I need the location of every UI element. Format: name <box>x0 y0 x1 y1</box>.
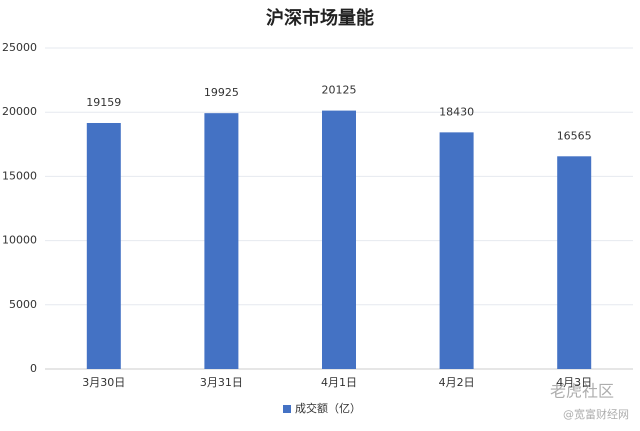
y-tick-label: 15000 <box>2 169 37 182</box>
watermark: @宽富财经网 <box>563 407 629 421</box>
x-tick-label: 3月30日 <box>82 376 125 389</box>
x-tick-label: 3月31日 <box>200 376 243 389</box>
y-tick-label: 25000 <box>2 41 37 54</box>
legend-swatch <box>283 405 291 413</box>
y-tick-label: 10000 <box>2 234 37 247</box>
watermark: 老虎社区 <box>550 382 614 401</box>
data-label: 20125 <box>322 84 357 97</box>
data-label: 19925 <box>204 86 239 99</box>
data-label: 19159 <box>86 96 121 109</box>
bar <box>204 113 239 370</box>
x-tick-label: 4月2日 <box>439 376 475 389</box>
y-tick-label: 0 <box>30 362 37 375</box>
x-tick-label: 4月1日 <box>321 376 357 389</box>
x-tick-label: 4月3日 <box>556 376 592 389</box>
y-tick-label: 5000 <box>9 298 37 311</box>
data-label: 16565 <box>557 129 592 142</box>
legend-label: 成交额（亿） <box>295 401 361 415</box>
bar <box>86 122 121 369</box>
y-tick-label: 20000 <box>2 105 37 118</box>
bar <box>322 110 356 369</box>
chart-title: 沪深市场量能 <box>266 7 374 29</box>
bar <box>557 156 592 369</box>
bar <box>439 132 474 369</box>
data-label: 18430 <box>439 105 474 118</box>
